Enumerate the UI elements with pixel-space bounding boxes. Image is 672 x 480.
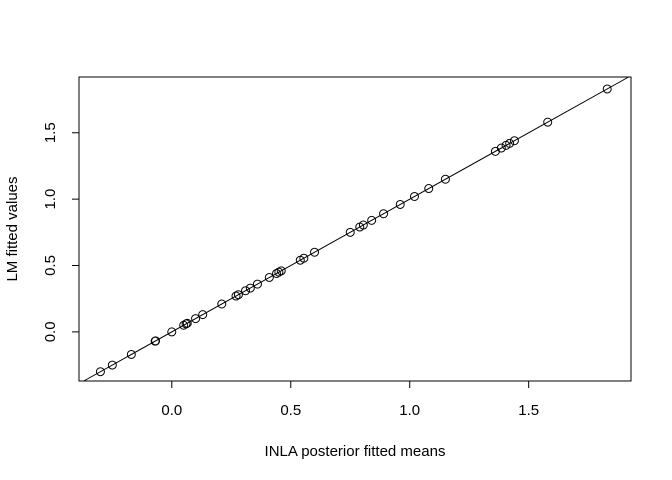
data-point — [496, 143, 506, 153]
data-point — [252, 279, 262, 289]
y-axis-label: LM fitted values — [4, 176, 21, 281]
data-point — [271, 268, 281, 278]
data-point — [276, 266, 286, 276]
data-point — [543, 117, 553, 127]
data-point — [310, 247, 320, 257]
data-point — [440, 174, 450, 184]
data-point — [126, 349, 136, 359]
data-point — [181, 319, 191, 329]
data-point — [274, 267, 284, 277]
data-point — [367, 215, 377, 225]
data-point — [95, 367, 105, 377]
data-point — [198, 310, 208, 320]
x-axis: 0.0 0.5 1.0 1.5 — [161, 380, 539, 419]
y-axis: 0.0 0.5 1.0 1.5 — [42, 122, 80, 342]
data-point — [217, 299, 227, 309]
y-tick-label: 0.5 — [42, 255, 59, 276]
y-tick-label: 1.5 — [42, 122, 59, 143]
data-point — [424, 184, 434, 194]
x-tick-label: 0.5 — [280, 402, 301, 419]
data-point — [167, 327, 177, 337]
data-point — [182, 318, 192, 328]
data-point — [264, 272, 274, 282]
data-point — [395, 199, 405, 209]
data-point — [151, 336, 161, 346]
data-point — [345, 227, 355, 237]
data-point — [107, 360, 117, 370]
data-point — [509, 136, 519, 146]
plot-box — [78, 76, 632, 382]
data-point — [299, 253, 309, 263]
data-point — [409, 191, 419, 201]
data-point — [358, 220, 368, 230]
x-tick-label: 1.0 — [399, 402, 420, 419]
data-point — [379, 209, 389, 219]
data-point — [602, 84, 612, 94]
data-point — [191, 314, 201, 324]
data-point — [505, 138, 515, 148]
data-point — [245, 283, 255, 293]
data-point — [231, 291, 241, 301]
x-axis-label: INLA posterior fitted means — [265, 443, 446, 460]
data-point — [241, 286, 251, 296]
points-layer — [95, 84, 612, 377]
x-tick-label: 1.5 — [518, 402, 539, 419]
y-tick-label: 1.0 — [42, 189, 59, 210]
data-point — [233, 290, 243, 300]
x-tick-label: 0.0 — [161, 402, 182, 419]
y-tick-label: 0.0 — [42, 321, 59, 342]
